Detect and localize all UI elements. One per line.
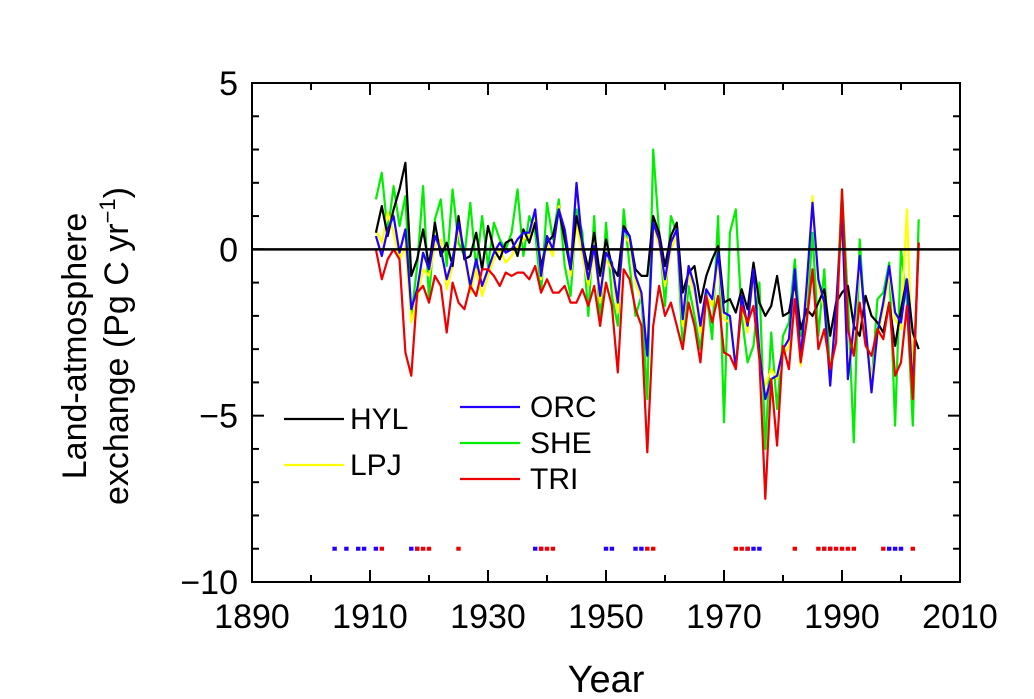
legend-label-hyl: HYL [350,403,408,436]
axis-ticks [251,82,961,583]
legend-label-orc: ORC [530,391,597,424]
x-tick-label: 1950 [568,598,644,636]
y-axis-label: Land-atmosphere exchange (Pg C yr−1) [56,187,136,505]
legend-label-tri: TRI [530,463,578,496]
legend-label-lpj: LPJ [350,449,402,482]
series-lines [374,148,920,500]
y-tick-label: −10 [180,564,238,602]
y-tick-labels: 5 0 −5 −10 [180,65,238,602]
x-tick-label: 2010 [922,598,998,636]
series-line-tri [374,188,920,500]
y-tick-label: 5 [219,65,238,103]
y-axis-label-close-paren: ) [98,187,136,198]
y-axis-label-exponent: −1 [95,198,120,223]
x-tick-label: 1930 [450,598,526,636]
x-tick-label: 1890 [214,598,290,636]
x-tick-label: 1910 [332,598,408,636]
x-tick-label: 1990 [804,598,880,636]
x-axis-label: Year [568,659,645,699]
legend-label-she: SHE [530,427,592,460]
y-axis-label-main: exchange (Pg C yr [98,223,136,505]
y-axis-label-line2: exchange (Pg C yr−1) [95,187,136,505]
x-tick-labels: 1890 1910 1930 1950 1970 1990 2010 [214,598,998,636]
series-line-she [374,148,920,450]
y-tick-label: −5 [199,398,238,436]
x-tick-label: 1970 [686,598,762,636]
y-tick-label: 0 [219,231,238,269]
y-axis-label-line1: Land-atmosphere [56,213,94,480]
